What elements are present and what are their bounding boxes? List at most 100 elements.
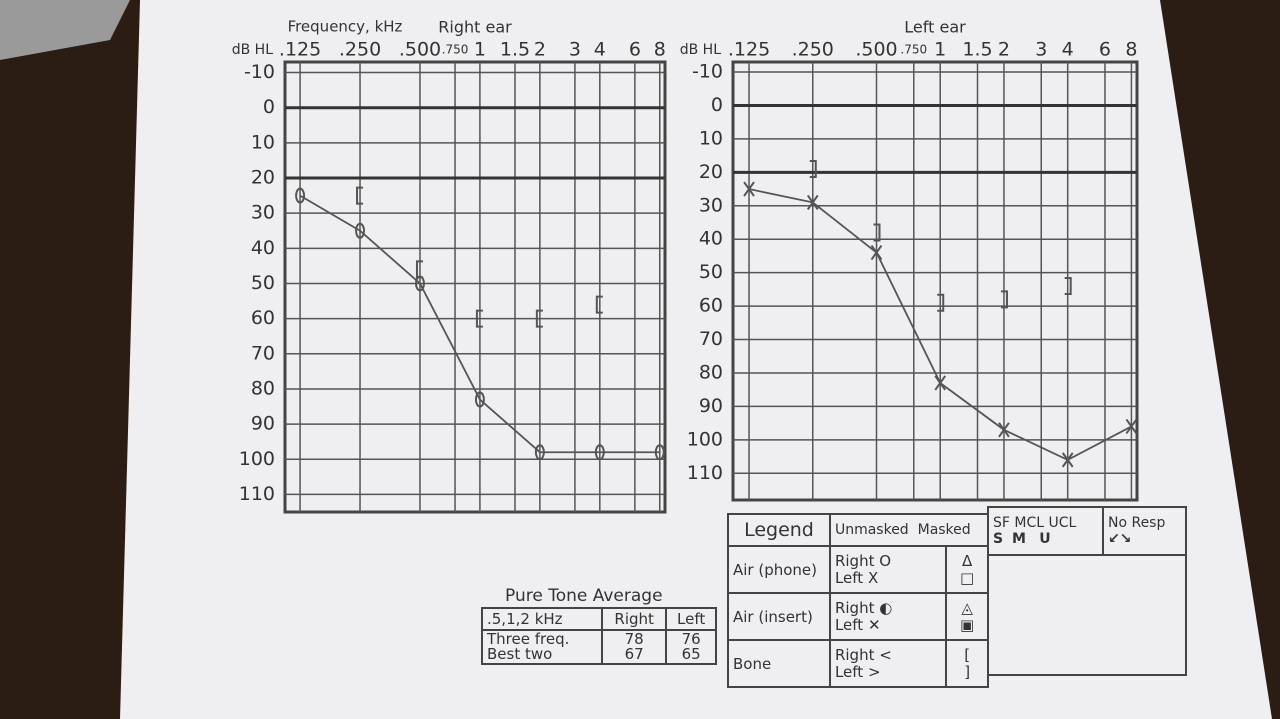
x-tick-label: 1 [934,39,946,61]
plastic [0,0,130,60]
x-tick-label: 3 [1035,39,1047,61]
x-tick-label: 6 [1099,39,1111,61]
value: 67 [624,645,644,663]
cell: No Resp ↙↘ [1101,506,1188,556]
x-tick-label: 6 [629,39,641,61]
x-tick-label: 2 [998,39,1010,61]
x-tick-label: 1 [474,39,486,61]
sym: < [879,645,892,664]
cell: SF MCL UCL S M U [987,506,1104,556]
hdr: SF [993,515,1010,531]
pta-title: Pure Tone Average [505,586,663,606]
y-tick-label: 80 [699,361,723,383]
marker-part [806,194,819,211]
x-tick-label: 3 [569,39,581,61]
marker-part [937,293,945,312]
legend-title: Legend [727,512,831,548]
x-tick-label: .250 [792,39,834,61]
marker-part [870,244,883,261]
row-label: Best two [487,645,553,663]
y-tick-label: -10 [692,61,723,83]
data-point [475,309,483,328]
cell: Unmasked Masked [828,512,990,548]
marker-part [1064,277,1072,296]
side: Right [834,598,875,617]
sym: ] [964,662,971,681]
y-axis-label: dB HL [680,42,721,58]
side: Right [834,551,875,570]
sym: ↙↘ [1107,531,1132,547]
col: Masked [917,522,971,539]
x-tick-label: .750 [442,43,469,57]
y-tick-label: 90 [699,395,723,417]
plot-frame [283,60,667,514]
y-tick-label: 110 [239,483,275,505]
data-point [998,422,1010,438]
x-tick-label: .125 [279,39,321,61]
hdr: MCL [1014,515,1045,531]
marker-part [474,391,485,408]
cell: .5,1,2 kHz [481,607,603,631]
x-tick-label: .500 [399,39,441,61]
marker-part [475,309,483,328]
marker-part [1125,418,1138,435]
cell: Δ □ [945,545,989,595]
cell: Right ◐ Left ✕ [828,592,948,642]
y-tick-label: 30 [699,194,723,216]
value: 76 [681,630,701,648]
data-point [1061,452,1074,468]
cell: Air (insert) [727,592,831,642]
y-tick-label: 60 [251,307,275,329]
y-tick-label: 100 [687,428,723,450]
sym: O [879,551,892,570]
marker-part [1000,290,1008,309]
data-point [415,260,423,279]
sym: S [993,531,1004,547]
pta-table: .5,1,2 kHz Right Left Three freq. Best two … [481,607,717,665]
sym: U [1039,531,1051,547]
sym: Δ [961,551,973,570]
series-line [299,194,660,454]
y-tick-label: -10 [244,61,275,83]
marker-part [595,295,603,314]
y-tick-label: 30 [251,202,275,224]
data-point [1000,290,1008,309]
side: Right [834,645,875,664]
value: 65 [681,645,701,663]
row-label: Three freq. [487,630,570,648]
sym: □ [960,568,975,587]
data-point [1064,277,1072,296]
cell: Air (phone) [727,545,831,595]
cell: [] [945,639,989,688]
sym: ◐ [879,598,893,617]
chart-title: Right ear [438,18,512,37]
marker-part [356,186,364,205]
sym: ▣ [960,615,975,634]
x-tick-label: 8 [1125,39,1137,61]
marker-part [654,444,665,461]
data-point [934,375,947,391]
sym: M [1012,531,1026,547]
y-tick-label: 60 [699,295,723,317]
y-tick-label: 10 [699,127,723,149]
sym: ✕ [867,615,881,634]
side: Left [834,662,864,681]
cell: Bone [727,639,831,688]
data-point [873,223,881,242]
x-tick-label: .125 [728,39,770,61]
y-tick-label: 50 [251,272,275,294]
plot-frame [731,60,1139,502]
x-tick-label: .250 [339,39,381,61]
marker-part [415,260,423,279]
marker-part [594,444,605,461]
marker-part [998,422,1010,438]
marker-part [1061,452,1074,468]
sym: X [867,568,879,587]
cell: Right O Left X [828,545,948,595]
side: Left [834,615,864,634]
y-tick-label: 0 [263,96,275,118]
data-point [1125,418,1138,435]
y-tick-label: 40 [251,237,275,259]
chart-title: Left ear [904,18,966,37]
marker-part [535,309,543,328]
